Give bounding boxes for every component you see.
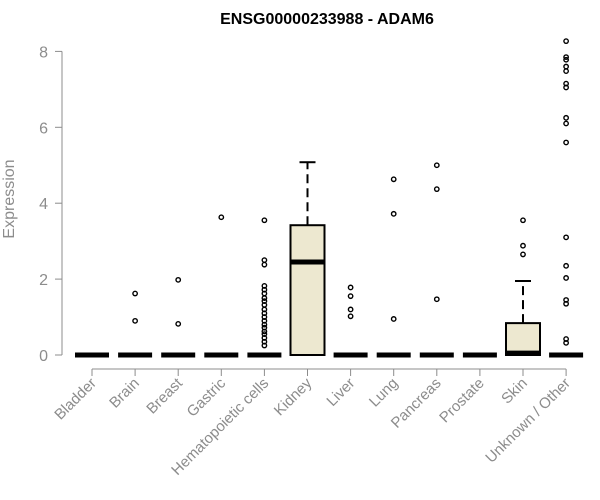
outlier-point [261, 302, 268, 308]
box-skin [505, 217, 541, 357]
outlier-point [520, 251, 526, 258]
outlier-point [563, 339, 569, 346]
outlier-point [175, 320, 182, 327]
chart-title: ENSG00000233988 - ADAM6 [220, 11, 434, 28]
box-liver [333, 284, 368, 358]
outlier-point [563, 234, 569, 241]
y-tick-label: 2 [39, 272, 48, 289]
box-hematopoietic-cells [247, 217, 282, 358]
outlier-point [132, 290, 139, 297]
outlier-point [347, 293, 354, 300]
outlier-point [520, 242, 526, 249]
outlier-point [563, 275, 569, 281]
outlier-point [218, 214, 225, 221]
y-tick-label: 6 [39, 120, 48, 137]
x-tick-label: Skin [498, 375, 531, 408]
outlier-point [563, 84, 569, 91]
x-tick-label: Lung [366, 375, 402, 411]
outlier-point [261, 321, 268, 328]
outlier-point [390, 210, 397, 217]
outlier-point [261, 290, 268, 297]
outlier-point [175, 276, 182, 283]
x-tick-label: Brain [106, 375, 143, 412]
outlier-point [433, 162, 440, 169]
outlier-point [347, 306, 354, 313]
box-unknown-other [549, 38, 584, 358]
y-tick-label: 4 [39, 196, 48, 213]
x-tick-label: Breast [143, 374, 186, 417]
outlier-point [563, 56, 569, 63]
outlier-point [563, 120, 569, 127]
outlier-point [261, 217, 268, 224]
x-tick-label: Liver [323, 375, 358, 410]
outlier-point [347, 284, 354, 291]
outlier-point [563, 139, 569, 146]
boxes [75, 38, 584, 358]
outlier-point [261, 342, 268, 349]
outlier-point [563, 262, 569, 269]
outlier-point [390, 176, 397, 183]
outlier-point [563, 63, 569, 70]
outlier-point [563, 54, 569, 60]
box-iqr [289, 224, 326, 356]
outlier-point [520, 217, 526, 224]
box-lung [376, 176, 411, 358]
x-tick-label: Prostate [436, 375, 488, 427]
outlier-point [563, 114, 569, 121]
box-gastric [204, 214, 239, 358]
outlier-point [261, 257, 268, 264]
x-tick-label: Kidney [271, 374, 316, 419]
outlier-point [563, 300, 569, 307]
box-kidney [289, 161, 326, 356]
outlier-point [261, 261, 268, 268]
axes: 0 2 4 6 8 [39, 44, 567, 376]
outlier-point [563, 68, 569, 75]
outlier-point [390, 316, 397, 322]
box-brain [118, 290, 153, 358]
box-pancreas [419, 162, 454, 358]
x-tick-label: Bladder [51, 375, 100, 424]
box-iqr [505, 322, 541, 357]
outlier-point [261, 295, 268, 301]
outlier-point [347, 313, 354, 320]
y-tick-label: 8 [39, 44, 48, 61]
outlier-point [433, 296, 440, 303]
box-breast [161, 276, 196, 358]
outlier-point [433, 186, 440, 193]
outlier-point [261, 328, 268, 335]
outlier-point [563, 38, 569, 45]
outlier-point [132, 317, 139, 324]
y-tick-label: 0 [39, 348, 48, 365]
y-axis-label: Expression [1, 159, 18, 238]
